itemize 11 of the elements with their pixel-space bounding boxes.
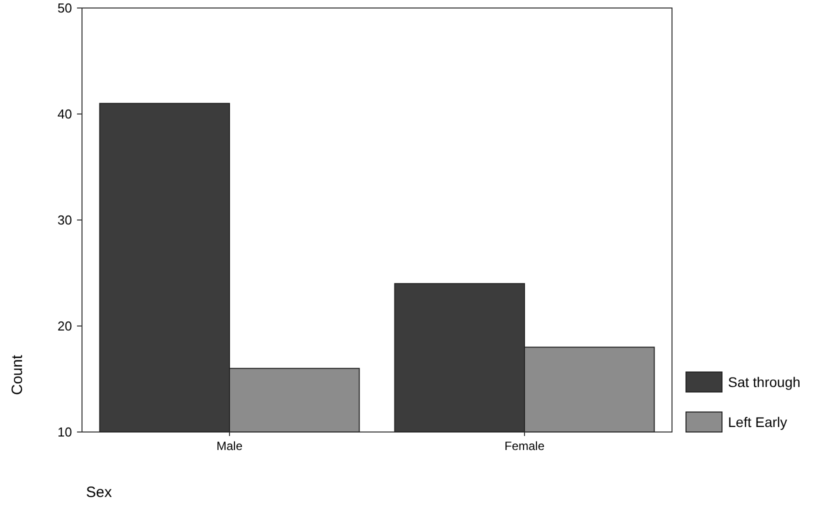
x-tick-label: Male [216, 439, 243, 453]
y-tick-label: 20 [58, 318, 72, 334]
y-tick-label: 50 [58, 0, 72, 16]
y-tick-label: 10 [58, 424, 72, 440]
y-tick-label: 30 [58, 212, 72, 228]
y-tick-label: 40 [58, 106, 72, 122]
y-axis-title: Count [9, 354, 26, 396]
legend-label: Left Early [728, 414, 788, 430]
x-tick-label: Female [504, 439, 545, 453]
legend-label: Sat through [728, 374, 800, 390]
x-axis-title: Sex [86, 484, 112, 501]
